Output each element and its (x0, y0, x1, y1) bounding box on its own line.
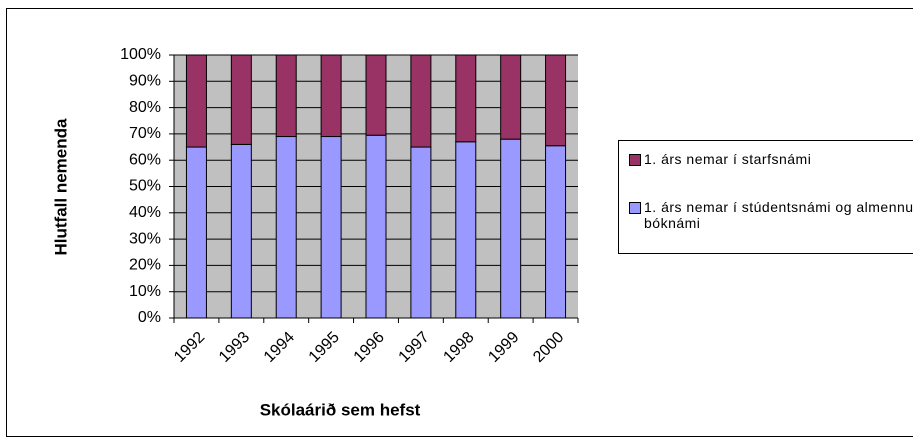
bar-segment (500, 54, 522, 140)
legend-entry: 1. árs nemar í starfsnámi (629, 151, 913, 167)
bar-segment (185, 54, 207, 148)
legend-swatch (629, 202, 641, 214)
y-tick-label: 100% (120, 46, 161, 63)
y-tick-label: 10% (129, 283, 161, 300)
y-tick-label: 20% (129, 257, 161, 274)
bar-segment (500, 138, 522, 319)
legend-label: 1. árs nemar í starfsnámi (644, 151, 812, 167)
y-tick-label: 90% (129, 73, 161, 90)
bar-segment (320, 54, 342, 138)
bar-segment (545, 145, 567, 319)
y-tick-label: 40% (129, 204, 161, 221)
legend-entry: 1. árs nemar í stúdentsnámi og almennu b… (629, 199, 913, 231)
bar-segment (410, 54, 432, 148)
y-tick-label: 30% (129, 230, 161, 247)
bar-segment (365, 54, 387, 136)
y-tick-label: 0% (138, 309, 161, 326)
bar-segment (455, 54, 477, 143)
bar-segment (410, 146, 432, 319)
bar-segment (230, 143, 252, 319)
legend-label: 1. árs nemar í stúdentsnámi og almennu b… (644, 199, 913, 231)
bar-segment (320, 136, 342, 319)
bar-segment (365, 134, 387, 319)
bar-segment (230, 54, 252, 145)
bar-segment (545, 54, 567, 147)
bar-segment (455, 141, 477, 319)
legend: 1. árs nemar í starfsnámi 1. árs nemar í … (618, 140, 913, 254)
bar-segment (185, 146, 207, 319)
y-tick-label: 80% (129, 99, 161, 116)
y-tick-label: 50% (129, 178, 161, 195)
y-tick-label: 60% (129, 151, 161, 168)
x-axis-title: Skólaárið sem hefst (260, 400, 421, 419)
y-tick-label: 70% (129, 125, 161, 142)
legend-swatch (629, 154, 641, 166)
y-axis-title: Hlutfall nemenda (51, 118, 70, 256)
bar-segment (275, 54, 297, 138)
bar-segment (275, 136, 297, 319)
